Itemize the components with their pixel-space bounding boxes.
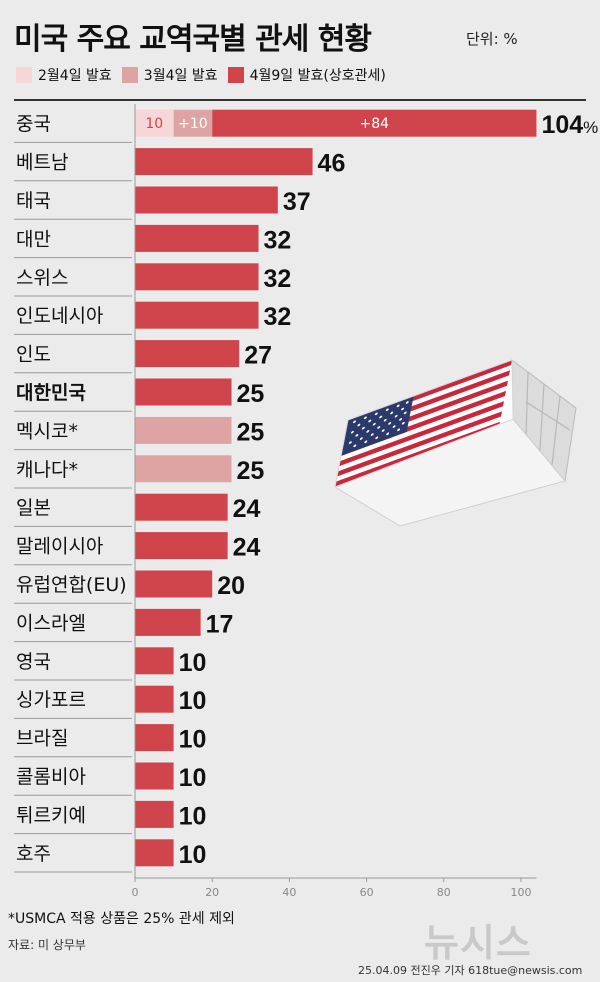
- bar-segment: [135, 493, 228, 521]
- category-label: 싱가포르: [16, 689, 86, 711]
- legend-swatch-feb: [16, 67, 32, 83]
- category-label: 대한민국: [16, 382, 86, 404]
- category-label: 일본: [16, 497, 51, 519]
- bar-segment: [135, 186, 278, 214]
- bar-segment: [135, 378, 232, 406]
- bar-segment: [135, 301, 259, 329]
- total-value-label: 37: [283, 188, 311, 216]
- segment-value-label: +10: [178, 116, 208, 132]
- newsis-watermark-logo: 뉴시스: [424, 921, 532, 965]
- category-label: 인도: [16, 344, 51, 366]
- x-tick-label: 20: [205, 886, 219, 899]
- total-value-label: 10: [179, 764, 207, 792]
- total-value-label: 25: [237, 418, 265, 446]
- category-label: 말레이시아: [16, 536, 103, 558]
- footnote: *USMCA 적용 상품은 25% 관세 제외: [8, 911, 235, 927]
- total-value-label: 10: [179, 802, 207, 830]
- total-value-label: 32: [264, 226, 292, 254]
- segment-value-label: 10: [145, 116, 163, 132]
- legend-item-apr: 4월9일 발효(상호관세): [227, 65, 386, 85]
- category-label: 유럽연합(EU): [16, 574, 127, 596]
- category-label: 이스라엘: [16, 612, 86, 634]
- total-value-label: 25: [237, 457, 265, 485]
- legend-label-feb: 2월4일 발효: [38, 68, 112, 84]
- legend-swatch-mar: [121, 67, 138, 83]
- category-label: 베트남: [16, 152, 68, 174]
- total-value-label: 10: [179, 649, 207, 677]
- category-label: 콜롬비아: [16, 766, 86, 788]
- legend-swatch-apr: [227, 67, 244, 83]
- bar-segment: [135, 416, 232, 444]
- total-unit-suffix: %: [583, 118, 598, 137]
- bar-segment: [135, 685, 174, 713]
- category-label: 멕시코*: [16, 420, 78, 442]
- total-value-label: 24: [233, 495, 261, 523]
- category-label: 브라질: [16, 728, 68, 750]
- bar-segment: [173, 109, 213, 137]
- total-value-label: 32: [264, 265, 292, 293]
- category-label: 태국: [16, 190, 51, 212]
- total-value-label: 17: [206, 610, 234, 638]
- bar-segment: [135, 340, 240, 368]
- category-label: 스위스: [16, 267, 68, 289]
- source-note: 자료: 미 상무부: [8, 938, 86, 952]
- credit-line: 25.04.09 전진우 기자 618tue@newsis.com: [358, 964, 583, 977]
- bar-chart: 중국 104% 베트남 46 태국 37 대만 32 스위스 32 인도네시아 32 인도 27 대한민국 2…: [14, 104, 598, 899]
- category-label: 중국: [16, 113, 51, 135]
- x-tick-label: 100: [511, 886, 532, 899]
- bar-segment: [135, 224, 259, 252]
- bar-segment: [135, 532, 228, 560]
- bar-segment: [135, 263, 259, 291]
- total-value-label: 10: [179, 841, 207, 869]
- total-value-label: 10: [179, 726, 207, 754]
- bar-segment: [135, 839, 174, 867]
- total-value-label: 20: [217, 572, 245, 600]
- category-label: 튀르키예: [16, 804, 86, 826]
- x-tick-label: 40: [282, 886, 296, 899]
- total-value-label: 27: [244, 342, 272, 370]
- total-value-label: 10: [179, 687, 207, 715]
- bar-segment: [135, 724, 174, 752]
- chart-title: 미국 주요 교역국별 관세 현황: [14, 22, 372, 57]
- category-label: 캐나다*: [16, 459, 78, 481]
- legend-item-mar: 3월4일 발효: [121, 65, 218, 85]
- category-label: 호주: [16, 843, 51, 865]
- legend-label-mar: 3월4일 발효: [143, 68, 218, 84]
- header-rule: [14, 99, 586, 101]
- total-value-label: 24: [233, 534, 261, 562]
- category-label: 대만: [16, 228, 51, 250]
- us-flag-container-illustration: [333, 358, 577, 527]
- segment-value-label: +84: [360, 116, 390, 132]
- x-tick-label: 0: [132, 886, 139, 899]
- unit-label: 단위: %: [466, 30, 518, 48]
- bar-segment: [212, 109, 537, 137]
- legend-item-feb: 2월4일 발효: [16, 65, 112, 85]
- bar-segment: [135, 647, 174, 675]
- legend-label-apr: 4월9일 발효(상호관세): [249, 68, 386, 84]
- bar-segment: [135, 762, 174, 790]
- category-label: 영국: [16, 651, 51, 673]
- category-label: 인도네시아: [16, 305, 103, 327]
- bar-segment: [135, 800, 174, 828]
- x-tick-label: 60: [360, 886, 374, 899]
- total-value-label: 46: [318, 150, 346, 178]
- total-value-label: 104%: [541, 111, 598, 139]
- bar-segment: [135, 148, 313, 176]
- bar-segment: [135, 608, 201, 636]
- x-tick-label: 80: [437, 886, 451, 899]
- total-value-label: 32: [264, 303, 292, 331]
- bar-segment: [135, 109, 174, 137]
- total-value-label: 25: [237, 380, 265, 408]
- bar-segment: [135, 455, 232, 483]
- bar-segment: [135, 570, 213, 598]
- legend: 2월4일 발효 3월4일 발효 4월9일 발효(상호관세): [16, 64, 396, 86]
